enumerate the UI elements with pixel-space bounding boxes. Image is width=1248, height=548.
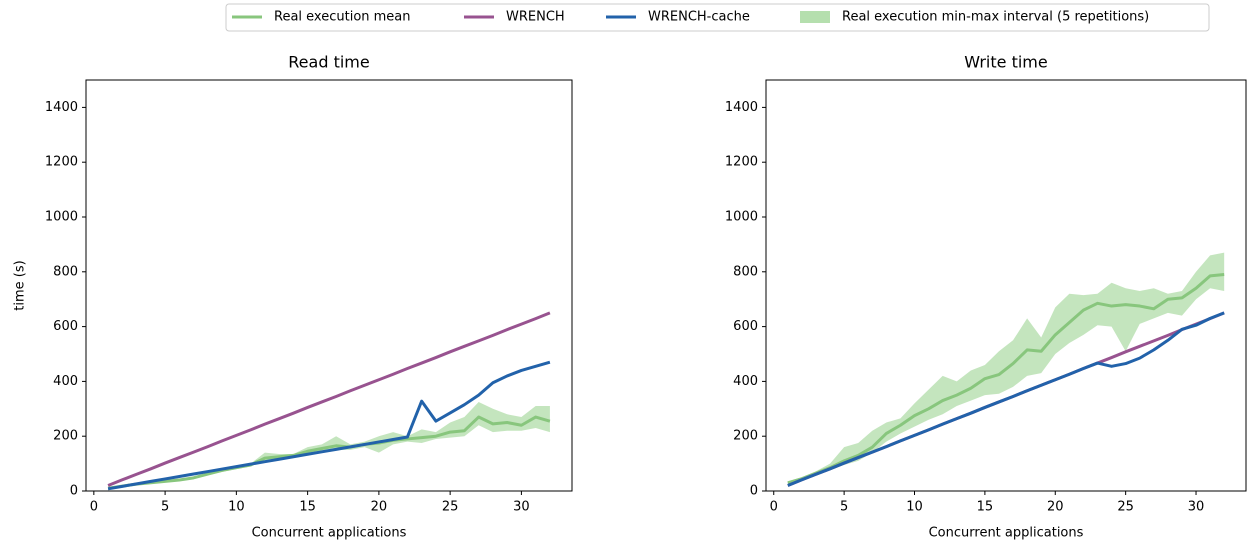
series-line (107, 415, 551, 490)
x-tick-label: 0 (90, 500, 98, 515)
legend-swatch (800, 11, 830, 23)
subplot-title: Read time (288, 53, 369, 72)
y-tick-label: 600 (733, 319, 758, 334)
series-line (107, 311, 551, 487)
axes-frame (85, 79, 573, 492)
x-tick-label: 5 (840, 500, 848, 515)
y-tick-label: 1000 (45, 210, 78, 225)
x-tick-label: 20 (371, 500, 388, 515)
y-tick-label: 800 (53, 264, 78, 279)
y-tick-label: 1400 (725, 100, 758, 115)
y-tick-label: 200 (733, 429, 758, 444)
x-tick-label: 25 (1117, 500, 1134, 515)
y-tick-label: 200 (53, 429, 78, 444)
y-axis-label: time (s) (13, 260, 28, 310)
y-tick-label: 1000 (725, 210, 758, 225)
y-tick-label: 600 (53, 319, 78, 334)
x-tick-label: 25 (442, 500, 459, 515)
y-tick-label: 1400 (45, 100, 78, 115)
series-line (107, 360, 551, 491)
x-tick-label: 20 (1047, 500, 1064, 515)
axes-frame (765, 79, 1247, 492)
x-tick-label: 0 (770, 500, 778, 515)
legend-label: WRENCH (506, 10, 565, 25)
x-axis-label: Concurrent applications (252, 526, 407, 541)
subplot-title: Write time (964, 53, 1047, 72)
y-tick-label: 0 (70, 484, 78, 499)
series-line (787, 273, 1225, 485)
y-tick-label: 1200 (45, 155, 78, 170)
x-tick-label: 30 (1188, 500, 1205, 515)
x-tick-label: 10 (906, 500, 923, 515)
x-tick-label: 15 (977, 500, 994, 515)
x-tick-label: 15 (299, 500, 316, 515)
x-axis-label: Concurrent applications (929, 526, 1084, 541)
x-tick-label: 10 (228, 500, 245, 515)
interval-band (108, 401, 550, 489)
y-tick-label: 0 (750, 484, 758, 499)
legend (225, 3, 1210, 32)
x-tick-label: 5 (161, 500, 169, 515)
y-tick-label: 400 (733, 374, 758, 389)
legend-label: Real execution mean (274, 10, 411, 25)
y-tick-label: 400 (53, 374, 78, 389)
legend-label: Real execution min-max interval (5 repet… (842, 10, 1149, 25)
legend-label: WRENCH-cache (648, 10, 750, 25)
x-tick-label: 30 (513, 500, 530, 515)
series-line (787, 311, 1225, 487)
y-tick-label: 800 (733, 264, 758, 279)
y-tick-label: 1200 (725, 155, 758, 170)
